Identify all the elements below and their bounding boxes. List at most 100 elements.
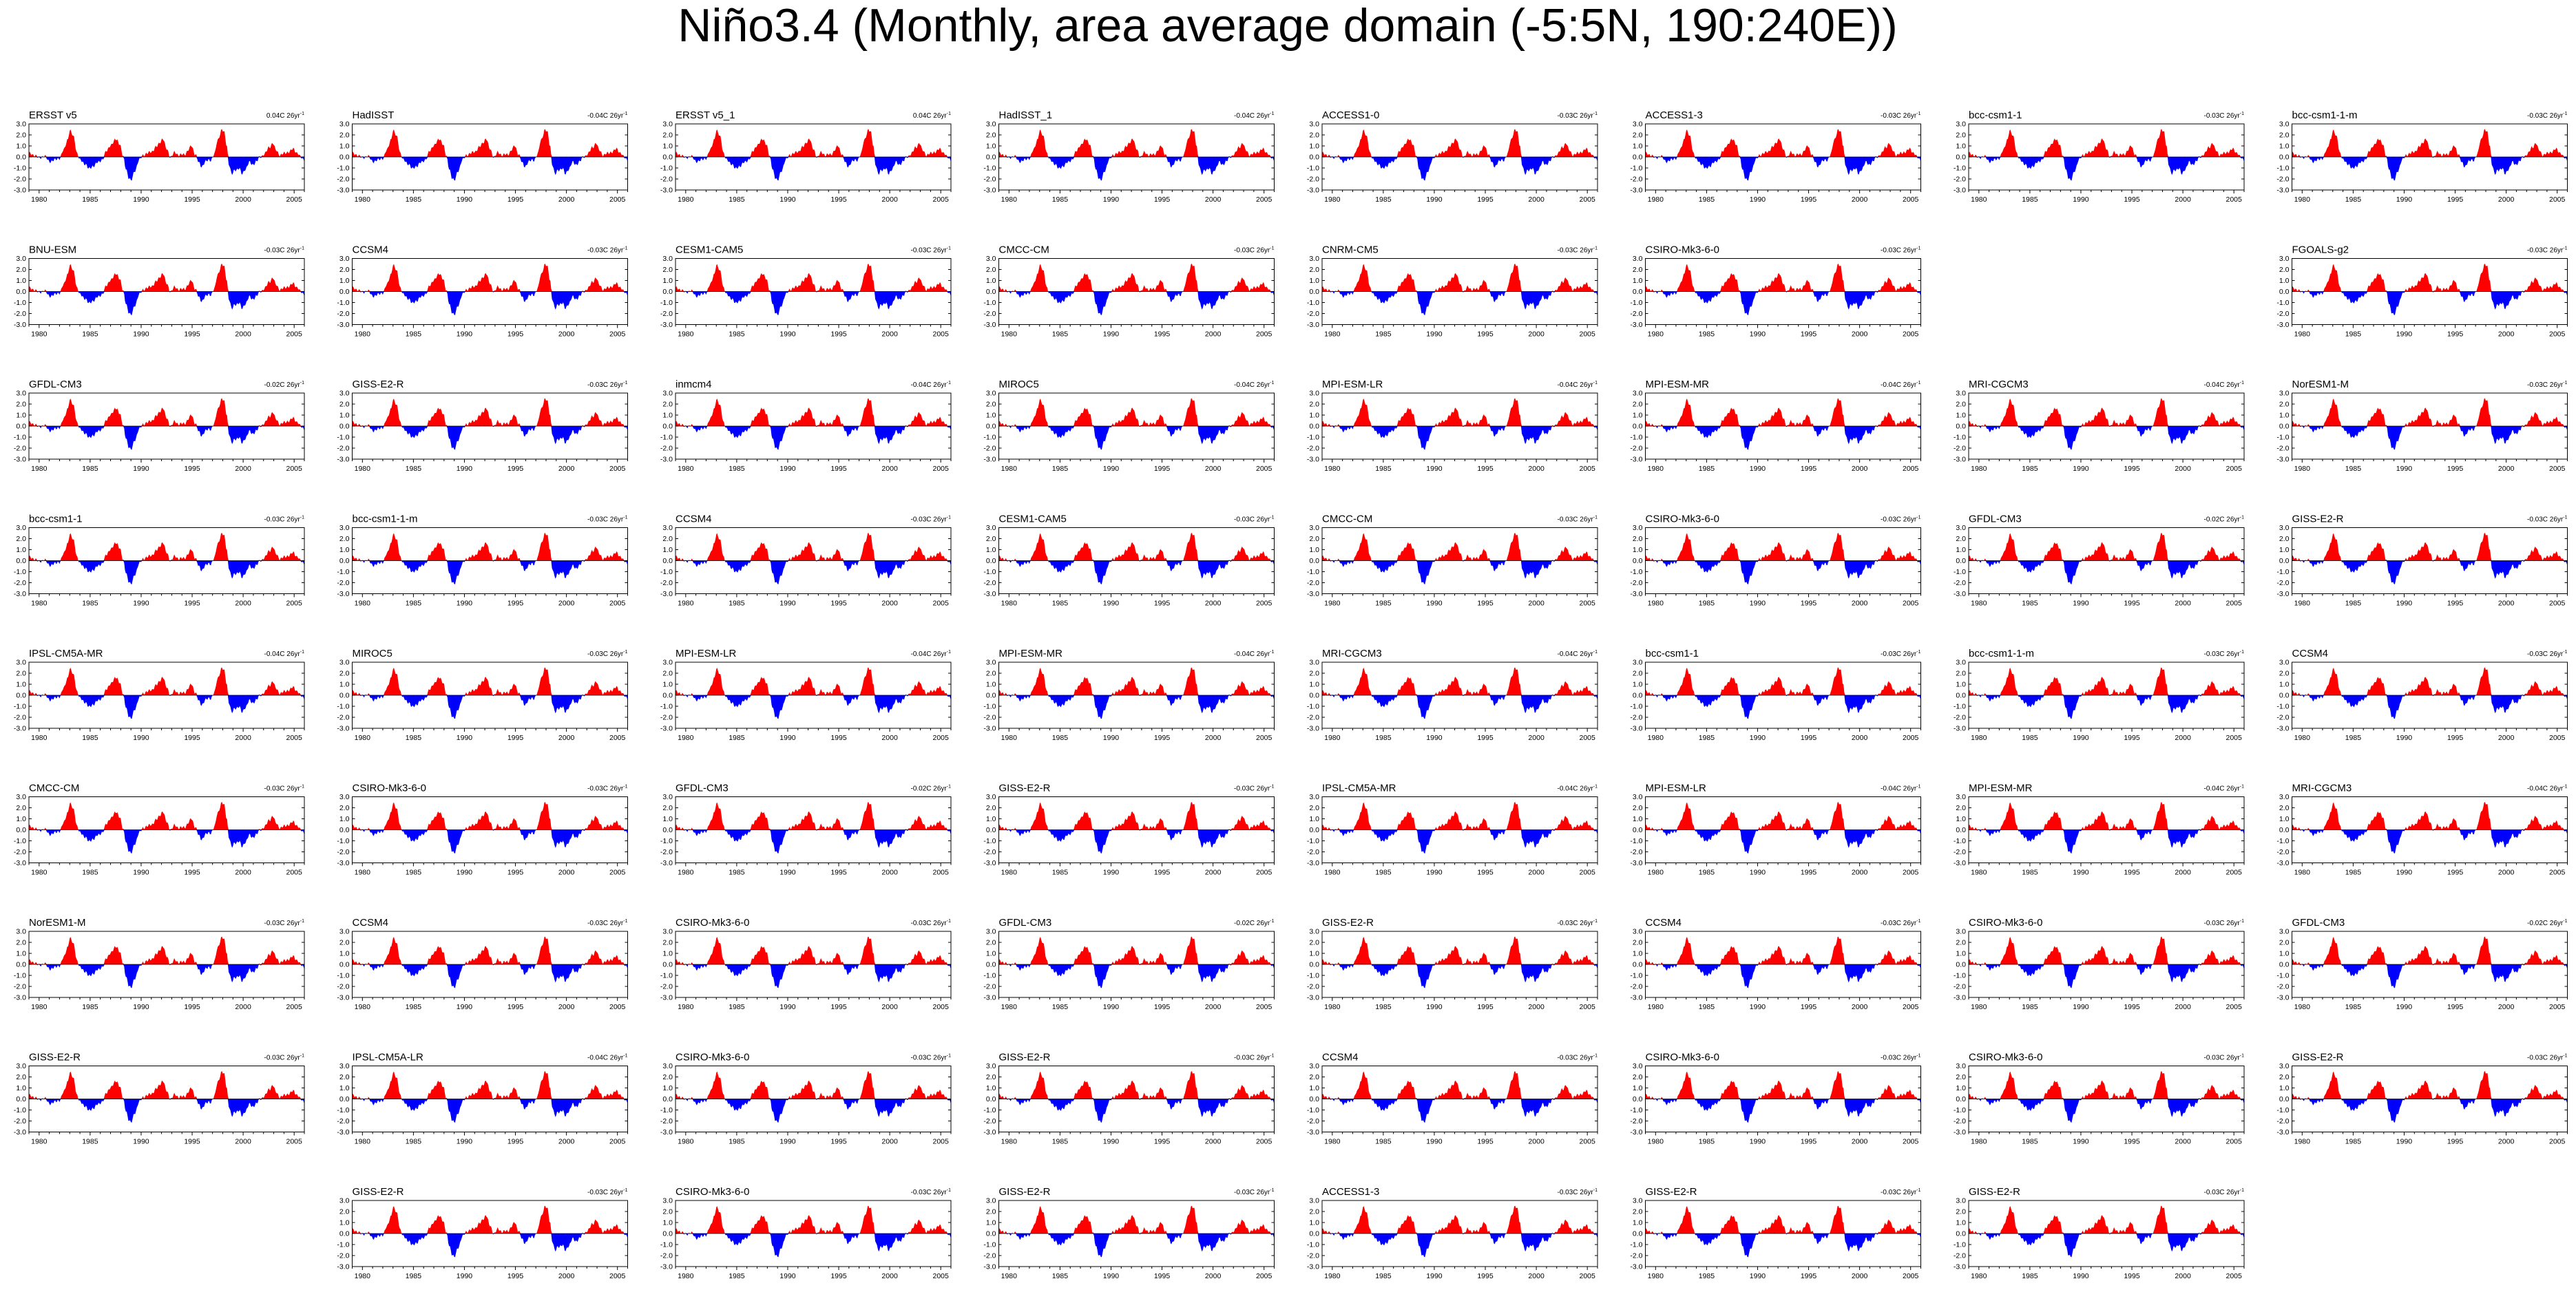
x-tick-label: 1980 <box>2294 1003 2311 1011</box>
y-tick-label: 3.0 <box>2279 659 2290 667</box>
x-tick-label: 1990 <box>1750 465 1766 473</box>
x-tick-label: 2005 <box>609 465 626 473</box>
x-tick-label: 1990 <box>2073 1138 2089 1146</box>
trend-label: -0.03C 26yr-1 <box>587 650 628 658</box>
y-tick-label: 2.0 <box>16 804 26 812</box>
panel-title: CSIRO-Mk3-6-0 <box>1969 1052 2043 1064</box>
panel-title: GISS-E2-R <box>353 379 404 390</box>
y-tick-label: -1.0 <box>14 165 26 173</box>
y-tick-label: 0.0 <box>662 423 673 431</box>
x-tick-label: 2000 <box>1205 465 1222 473</box>
y-tick-label: 1.0 <box>662 142 673 151</box>
y-tick-label: 1.0 <box>16 681 26 689</box>
y-tick-label: 2.0 <box>1309 131 1319 140</box>
x-tick-label: 1985 <box>1375 330 1392 339</box>
x-tick-label: 2005 <box>1580 330 1596 339</box>
x-tick-label: 1995 <box>507 195 524 204</box>
x-tick-label: 2000 <box>2175 195 2191 204</box>
y-tick-label: 0.0 <box>1309 961 1319 969</box>
trend-label: -0.03C 26yr-1 <box>2527 1054 2568 1062</box>
panel-title: GFDL-CM3 <box>999 917 1052 929</box>
negative-anomaly-area <box>1645 1099 1921 1123</box>
trend-label: -0.03C 26yr-1 <box>1881 112 1921 120</box>
panel-48: NorESM1-M -0.03C 26yr-1 3.0 2.0 1.0 0.0 -1.0 -2… <box>14 917 305 1011</box>
panel-title: GFDL-CM3 <box>29 379 82 390</box>
panel-63: GISS-E2-R -0.03C 26yr-1 3.0 2.0 1.0 0.0 -1.0 -2… <box>2276 1052 2568 1146</box>
positive-anomaly-area <box>1322 802 1598 830</box>
positive-anomaly-area <box>998 129 1275 157</box>
y-tick-label: -3.0 <box>337 456 349 464</box>
trend-label: -0.03C 26yr-1 <box>264 785 305 793</box>
x-tick-label: 2005 <box>1256 1272 1273 1280</box>
panel-title: NorESM1-M <box>2292 379 2349 390</box>
y-tick-label: 1.0 <box>339 546 350 554</box>
y-tick-label: -3.0 <box>14 859 26 867</box>
trend-label: -0.03C 26yr-1 <box>587 785 628 793</box>
y-tick-label: 1.0 <box>986 1219 996 1227</box>
panel-52: GISS-E2-R -0.03C 26yr-1 3.0 2.0 1.0 0.0 -1.0 -2… <box>1307 917 1598 1011</box>
positive-anomaly-area <box>676 802 951 830</box>
panel-title: GISS-E2-R <box>999 1186 1051 1198</box>
x-tick-label: 1980 <box>1001 734 1018 742</box>
y-tick-label: 0.0 <box>339 961 350 969</box>
trend-label: -0.03C 26yr-1 <box>264 246 305 255</box>
negative-anomaly-area <box>29 157 304 181</box>
x-tick-label: 1980 <box>678 1003 694 1011</box>
x-tick-label: 1990 <box>457 869 473 877</box>
y-tick-label: -1.0 <box>1307 703 1319 711</box>
x-tick-label: 1990 <box>2073 195 2089 204</box>
positive-anomaly-area <box>1322 129 1598 157</box>
y-tick-label: 0.0 <box>1633 1230 1643 1238</box>
y-tick-label: -2.0 <box>337 579 349 587</box>
y-tick-label: -1.0 <box>983 434 996 442</box>
y-tick-label: 2.0 <box>2279 670 2290 678</box>
y-tick-label: 1.0 <box>339 1084 350 1092</box>
y-tick-label: -1.0 <box>337 165 349 173</box>
x-tick-label: 1990 <box>1750 734 1766 742</box>
x-tick-label: 1985 <box>2345 465 2362 473</box>
y-tick-label: 1.0 <box>1309 1084 1319 1092</box>
y-tick-label: 3.0 <box>16 1062 26 1070</box>
x-tick-label: 1985 <box>1052 330 1069 339</box>
y-tick-label: -3.0 <box>983 456 996 464</box>
y-tick-label: -3.0 <box>14 1128 26 1136</box>
x-tick-label: 2005 <box>933 330 950 339</box>
y-tick-label: 3.0 <box>662 659 673 667</box>
x-tick-label: 1985 <box>1052 1272 1069 1280</box>
negative-anomaly-area <box>352 426 628 450</box>
negative-anomaly-area <box>29 1099 304 1123</box>
x-tick-label: 2005 <box>2549 195 2566 204</box>
trend-label: -0.04C 26yr-1 <box>264 650 305 658</box>
y-tick-label: -1.0 <box>1307 972 1319 980</box>
positive-anomaly-area <box>998 1071 1275 1099</box>
x-tick-label: 2005 <box>1256 1003 1273 1011</box>
y-tick-label: -3.0 <box>1630 1263 1642 1271</box>
x-tick-label: 2005 <box>1903 195 1919 204</box>
x-tick-label: 1980 <box>31 734 48 742</box>
positive-anomaly-area <box>1969 398 2244 426</box>
y-tick-label: 3.0 <box>662 390 673 398</box>
y-tick-label: 1.0 <box>1309 546 1319 554</box>
y-tick-label: 0.0 <box>339 692 350 700</box>
y-tick-label: 3.0 <box>1309 120 1319 129</box>
x-tick-label: 1990 <box>1426 734 1443 742</box>
x-tick-label: 1990 <box>1426 1003 1443 1011</box>
trend-label: -0.03C 26yr-1 <box>1234 1054 1275 1062</box>
x-tick-label: 1980 <box>1648 1138 1664 1146</box>
x-tick-label: 1980 <box>1001 600 1018 608</box>
y-tick-label: -1.0 <box>1630 568 1642 576</box>
y-tick-label: -3.0 <box>1954 725 1966 733</box>
x-tick-label: 1985 <box>82 330 98 339</box>
y-tick-label: -2.0 <box>2276 176 2289 184</box>
x-tick-label: 1995 <box>2447 734 2464 742</box>
panel-title: CCSM4 <box>1646 917 1682 929</box>
y-tick-label: 2.0 <box>662 131 673 140</box>
y-tick-label: -2.0 <box>1630 445 1642 453</box>
x-tick-label: 2005 <box>2226 734 2243 742</box>
y-tick-label: 0.0 <box>1309 692 1319 700</box>
x-tick-label: 2005 <box>1256 465 1273 473</box>
trend-label: -0.03C 26yr-1 <box>2527 516 2568 524</box>
panel-title: CESM1-CAM5 <box>676 244 743 256</box>
x-tick-label: 1980 <box>31 195 48 204</box>
y-tick-label: 1.0 <box>2279 277 2290 285</box>
